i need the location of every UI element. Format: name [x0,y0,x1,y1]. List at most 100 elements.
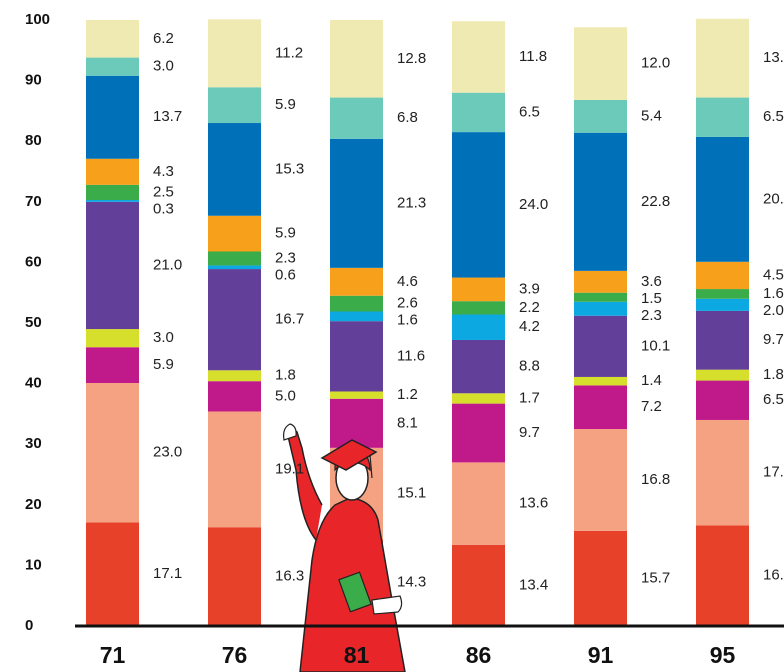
bar-segment [330,321,383,392]
value-label: 1.6 [763,285,784,302]
bar-segment [208,527,261,626]
y-tick-label: 10 [25,556,42,573]
bar-segment [208,87,261,124]
bar-segment [330,295,383,312]
value-label: 9.7 [519,424,540,441]
value-label: 9.7 [763,331,784,348]
value-label: 22.8 [641,193,670,210]
value-label: 21.3 [397,194,426,211]
x-tick-label: 71 [100,642,126,668]
value-label: 13.6 [519,495,548,512]
bar-segment [574,385,627,430]
bar-segment [696,261,749,290]
value-label: 4.2 [519,318,540,335]
y-tick-label: 40 [25,375,42,392]
bar-segment [452,339,505,394]
value-label: 12.0 [641,55,670,72]
bar-segment [86,329,139,348]
bar-segment [696,380,749,420]
value-label: 11.6 [397,347,425,364]
value-label: 15.3 [275,160,304,177]
bar-segment [86,75,139,159]
value-label: 2.2 [519,299,540,316]
bar-segment [696,525,749,626]
bar-segment [574,99,627,133]
bar-segment [452,314,505,340]
value-label: 14.3 [397,574,426,591]
bar-segment [330,311,383,322]
bars [86,18,749,626]
value-label: 6.2 [153,30,174,47]
bar-segment [574,132,627,271]
value-label: 4.5 [763,266,784,283]
bar-segment [696,289,749,299]
value-label: 4.6 [397,273,418,290]
value-label: 23.0 [153,444,182,461]
bar-segment [86,382,139,523]
labels: 01020304050607080901006.23.013.74.32.50.… [25,11,784,668]
value-label: 15.7 [641,569,670,586]
bar-segment [208,269,261,371]
bar-segment [452,132,505,278]
value-label: 17.4 [763,464,784,481]
value-label: 16.8 [641,471,670,488]
value-label: 6.5 [763,108,784,125]
y-tick-label: 80 [25,132,42,149]
value-label: 24.0 [519,196,548,213]
value-label: 16.6 [763,567,784,584]
value-label: 11.2 [275,44,303,61]
value-label: 1.2 [397,386,418,403]
value-label: 3.6 [641,273,662,290]
bar-segment [330,138,383,268]
x-tick-label: 76 [222,642,248,668]
y-tick-label: 50 [25,314,42,331]
bar-segment [86,57,139,76]
bar-segment [208,411,261,528]
graduate-illustration [283,423,406,672]
value-label: 7.2 [641,398,662,415]
value-label: 5.0 [275,387,296,404]
value-label: 13.0 [763,49,784,66]
bar-segment [86,201,139,330]
y-tick-label: 100 [25,11,50,28]
bar-segment [574,429,627,531]
bar-segment [696,136,749,262]
y-tick-label: 0 [25,617,33,634]
value-label: 5.4 [641,107,662,124]
bar-segment [330,398,383,448]
bar-segment [696,298,749,311]
value-label: 19.1 [275,460,304,477]
y-tick-label: 70 [25,193,42,210]
value-label: 16.3 [275,568,304,585]
y-tick-label: 60 [25,253,42,270]
bar-segment [86,522,139,626]
bar-segment [452,393,505,404]
value-label: 16.7 [275,311,304,328]
value-label: 8.1 [397,414,418,431]
value-label: 1.4 [641,372,662,389]
bar-segment [452,403,505,463]
bar-segment [208,381,261,412]
bar-segment [452,21,505,93]
value-label: 21.0 [153,256,182,273]
value-label: 5.9 [153,356,174,373]
value-label: 3.0 [153,58,174,75]
x-tick-label: 86 [466,642,492,668]
value-label: 6.5 [519,103,540,120]
bar-segment [452,277,505,302]
value-label: 10.1 [641,337,670,354]
value-label: 1.8 [763,366,784,383]
value-label: 0.6 [275,266,296,283]
bar-segment [208,123,261,216]
bar-segment [330,97,383,139]
bar-segment [208,215,261,252]
value-label: 6.5 [763,391,784,408]
value-label: 0.3 [153,200,174,217]
value-label: 1.7 [519,389,540,406]
bar-segment [208,251,261,266]
bar-segment [574,376,627,386]
value-label: 1.6 [397,312,418,329]
value-label: 2.3 [641,307,662,324]
value-label: 13.4 [519,576,548,593]
